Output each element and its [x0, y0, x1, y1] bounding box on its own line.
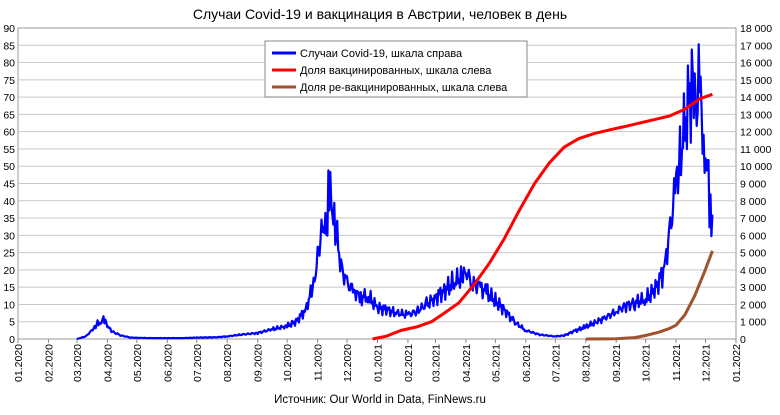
y-left-tick-label: 55 [3, 144, 15, 156]
x-tick-label: 05.2020 [132, 344, 144, 382]
y-right-tick-label: 1 000 [740, 317, 766, 329]
x-tick-label: 12.2020 [342, 344, 354, 382]
x-tick-label: 03.2021 [430, 344, 442, 382]
y-left-tick-label: 65 [3, 109, 15, 121]
y-right-tick-label: 14 000 [740, 92, 772, 104]
x-tick-label: 06.2021 [521, 344, 533, 382]
y-left-tick-label: 10 [3, 299, 15, 311]
grid-lines [18, 44, 736, 323]
y-right-tick-label: 9 000 [740, 179, 766, 191]
x-axis: 01.2020 02.2020 03.2020 04.2020 05.2020 06.20… [13, 339, 743, 382]
y-left-tick-label: 60 [3, 127, 15, 139]
x-tick-label: 02.2021 [403, 344, 415, 382]
y-left-tick-label: 70 [3, 92, 15, 104]
y-left-tick-label: 85 [3, 40, 15, 52]
series-line-1 [76, 43, 714, 341]
y-right-tick-label: 7 000 [740, 213, 766, 225]
y-left-tick-label: 75 [3, 75, 15, 87]
y-left-tick-label: 45 [3, 179, 15, 191]
x-tick-label: 11.2020 [313, 344, 325, 381]
y-left-tick-label: 35 [3, 213, 15, 225]
x-tick-label: 07.2021 [550, 344, 562, 382]
y-axis-left: 0 5 10 15 20 25 30 35 40 45 50 55 60 65 70 75 80 85 90 [3, 23, 15, 346]
y-left-tick-label: 30 [3, 230, 15, 242]
series-lines [76, 43, 714, 341]
x-tick-label: 10.2021 [641, 344, 653, 382]
y-right-tick-label: 16 000 [740, 58, 772, 70]
x-tick-label: 02.2020 [43, 344, 55, 382]
y-right-tick-label: 4 000 [740, 265, 766, 277]
legend: Случаи Covid-19, шкала справа Доля вакцин… [264, 40, 528, 98]
x-tick-label: 08.2020 [222, 344, 234, 382]
y-left-tick-label: 25 [3, 248, 15, 260]
x-tick-label: 04.2020 [102, 344, 114, 382]
y-left-tick-label: 90 [3, 23, 15, 35]
y-right-tick-label: 2 000 [740, 299, 766, 311]
y-right-tick-label: 11 000 [740, 144, 771, 156]
x-tick-label: 03.2020 [72, 344, 84, 382]
y-right-tick-label: 17 000 [740, 40, 772, 52]
x-tick-label: 11.2021 [671, 344, 683, 381]
series-line-2 [372, 92, 713, 341]
y-left-tick-label: 5 [9, 317, 15, 329]
y-right-tick-label: 10 000 [740, 161, 772, 173]
x-tick-label: 12.2021 [701, 344, 713, 382]
y-left-tick-label: 80 [3, 58, 15, 70]
y-left-tick-label: 15 [3, 282, 15, 294]
y-left-tick-label: 20 [3, 265, 15, 277]
y-right-tick-label: 0 [740, 334, 746, 346]
x-tick-label: 01.2022 [731, 344, 743, 382]
legend-label: Случаи Covid-19, шкала справа [300, 48, 463, 60]
x-tick-label: 09.2020 [253, 344, 265, 382]
legend-box [264, 40, 528, 98]
y-right-tick-label: 12 000 [740, 127, 772, 139]
y-right-tick-label: 5 000 [740, 248, 766, 260]
y-axis-right: 0 1 000 2 000 3 000 4 000 5 000 6 000 7 000 8 00… [740, 23, 772, 346]
y-left-tick-label: 40 [3, 196, 15, 208]
y-right-tick-label: 18 000 [740, 23, 772, 35]
source-note: Источник: Our World in Data, FinNews.ru [274, 394, 486, 406]
y-right-tick-label: 6 000 [740, 230, 766, 242]
y-right-tick-label: 13 000 [740, 109, 772, 121]
y-right-tick-label: 8 000 [740, 196, 766, 208]
y-left-tick-label: 0 [9, 334, 15, 346]
x-tick-label: 05.2021 [490, 344, 502, 382]
x-tick-label: 06.2020 [162, 344, 174, 382]
x-tick-label: 09.2021 [611, 344, 623, 382]
y-right-tick-label: 15 000 [740, 75, 772, 87]
chart-title: Случаи Covid-19 и вакцинация в Австрии, … [193, 6, 567, 22]
legend-label: Доля ре-вакцинированных, шкала слева [300, 82, 508, 94]
series-line-3 [585, 250, 714, 341]
x-tick-label: 04.2021 [461, 344, 473, 382]
x-tick-label: 10.2020 [282, 344, 294, 382]
y-left-tick-label: 50 [3, 161, 15, 173]
x-tick-label: 07.2020 [192, 344, 204, 382]
y-right-tick-label: 3 000 [740, 282, 766, 294]
x-tick-label: 01.2021 [372, 344, 384, 382]
x-tick-label: 01.2020 [13, 344, 25, 382]
x-tick-label: 08.2021 [581, 344, 593, 382]
legend-label: Доля вакцинированных, шкала слева [300, 65, 492, 77]
